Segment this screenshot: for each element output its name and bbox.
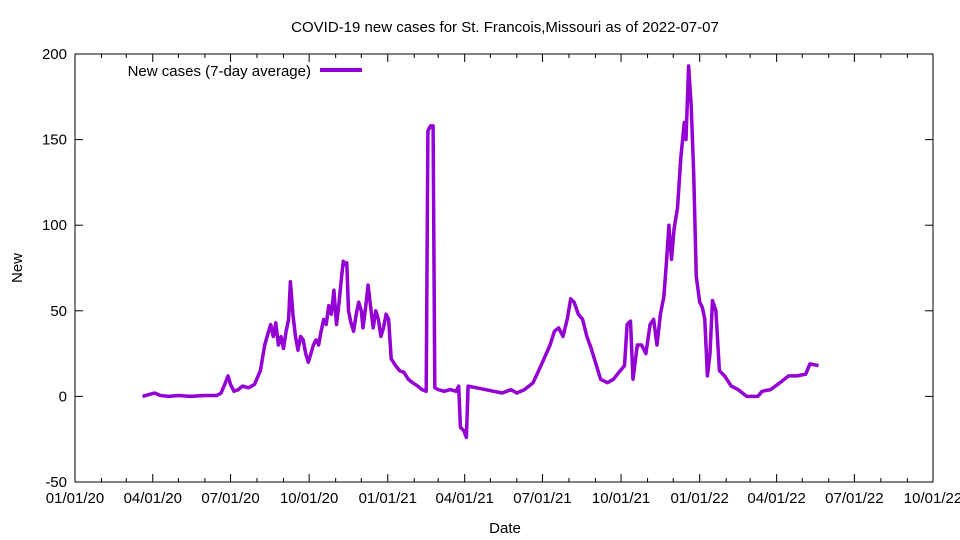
x-tick-label: 10/01/20 [280,490,338,507]
x-tick-label: 04/01/22 [747,490,805,507]
legend-label: New cases (7-day average) [128,63,311,80]
y-axis: -50 0 50 100 150 200 [42,46,933,491]
series-line-0 [142,64,819,440]
x-tick-label: 01/01/21 [359,490,417,507]
y-tick-label: -50 [45,474,67,491]
y-axis-label: New [9,253,26,283]
y-tick-label: 200 [42,46,67,63]
x-tick-label: 04/01/21 [435,490,493,507]
series-layer [142,64,819,440]
plot-area-border [74,53,934,483]
y-tick-label: 100 [42,217,67,234]
y-tick-label: 0 [59,388,67,405]
x-axis: 01/01/20 04/01/20 07/01/20 10/01/20 01/01/21… [46,54,960,507]
legend: New cases (7-day average) [128,63,362,80]
x-tick-label: 07/01/21 [513,490,571,507]
x-tick-label: 07/01/22 [825,490,883,507]
x-tick-label: 01/01/22 [671,490,729,507]
y-tick-label: 50 [50,303,67,320]
x-tick-label: 10/01/21 [592,490,650,507]
x-tick-label: 07/01/20 [201,490,259,507]
y-tick-label: 150 [42,132,67,149]
x-axis-label: Date [489,520,521,537]
x-tick-label: 10/01/22 [904,490,960,507]
x-tick-label: 01/01/20 [46,490,104,507]
x-tick-label: 04/01/20 [124,490,182,507]
chart-title: COVID-19 new cases for St. Francois,Miss… [291,19,719,36]
